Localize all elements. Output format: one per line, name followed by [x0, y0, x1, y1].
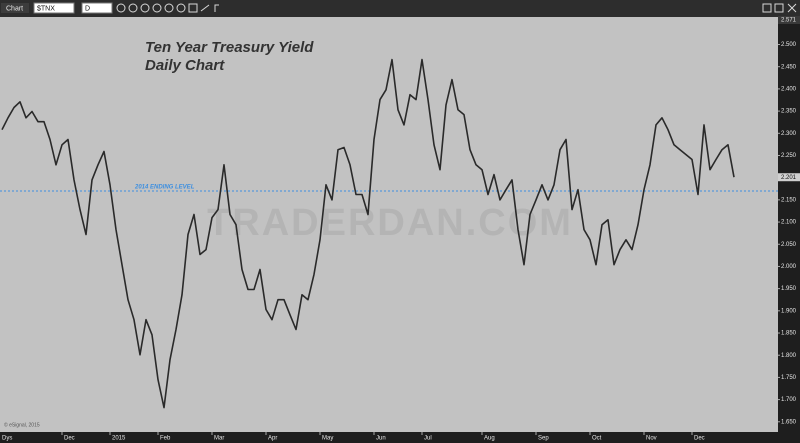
- interval-input[interactable]: [81, 2, 113, 14]
- y-tick-label: 2.300: [781, 131, 797, 137]
- plot-area: [0, 17, 778, 432]
- x-axis-panel: [0, 432, 800, 443]
- last-value-label: 2.201: [781, 175, 797, 181]
- window-button[interactable]: [774, 3, 784, 13]
- x-tick-label: Sep: [538, 436, 549, 442]
- x-tick-label: Oct: [592, 436, 602, 442]
- window-label: Chart: [6, 5, 23, 12]
- price-line: [1, 58, 735, 409]
- reference-label: 2014 ENDING LEVEL: [134, 185, 195, 191]
- icon[interactable]: [128, 3, 138, 13]
- x-tick-label: Aug: [484, 436, 495, 442]
- y-tick-label: 1.950: [781, 286, 797, 292]
- window-button[interactable]: [762, 3, 772, 13]
- y-tick-label: 2.000: [781, 264, 797, 270]
- window-close[interactable]: [787, 3, 797, 13]
- chart-title: Ten Year Treasury Yield: [145, 39, 314, 56]
- y-max-marker: [778, 16, 800, 24]
- watermark: TRADERDAN.COM: [207, 202, 573, 244]
- y-tick-label: 1.750: [781, 375, 797, 381]
- window-tab[interactable]: [1, 3, 29, 13]
- icon[interactable]: [164, 3, 174, 13]
- x-tick-label: 2015: [112, 436, 126, 442]
- y-tick-label: 2.150: [781, 197, 797, 203]
- icon[interactable]: [116, 3, 126, 13]
- y-tick-label: 2.050: [781, 242, 797, 248]
- y-tick-label: 2.400: [781, 86, 797, 92]
- icon[interactable]: [176, 3, 186, 13]
- x-tick-label: Mar: [214, 436, 224, 442]
- chart-subtitle: Daily Chart: [145, 57, 225, 74]
- icon[interactable]: [152, 3, 162, 13]
- y-tick-label: 1.850: [781, 331, 797, 337]
- icon[interactable]: [214, 4, 219, 12]
- x-tick-label: Apr: [268, 436, 277, 442]
- icon[interactable]: [188, 3, 198, 13]
- x-tick-label: Nov: [646, 436, 657, 442]
- x-tick-label: Jun: [376, 436, 386, 442]
- y-tick-label: 1.900: [781, 308, 797, 314]
- x-tick-label: Feb: [160, 436, 171, 442]
- x-axis-corner: Dys: [2, 436, 12, 442]
- symbol-text: $TNX: [37, 5, 55, 12]
- y-tick-label: 2.500: [781, 42, 797, 48]
- y-max-label: 2.571: [781, 18, 797, 24]
- x-tick-label: Jul: [424, 436, 432, 442]
- x-tick-label: Dec: [64, 436, 75, 442]
- y-tick-label: 2.350: [781, 109, 797, 115]
- icon[interactable]: [200, 4, 210, 12]
- y-tick-label: 1.700: [781, 397, 797, 403]
- x-tick-label: Dec: [694, 436, 705, 442]
- y-tick-label: 2.250: [781, 153, 797, 159]
- toolbar-icons: [116, 3, 797, 13]
- last-value-marker: [778, 173, 800, 182]
- toolbar: [0, 0, 800, 17]
- icon[interactable]: [140, 3, 150, 13]
- y-axis-panel: [778, 17, 800, 432]
- interval-text: D: [85, 5, 90, 12]
- x-tick-label: May: [322, 436, 333, 442]
- symbol-input[interactable]: [33, 2, 75, 14]
- y-tick-label: 1.800: [781, 353, 797, 359]
- y-tick-label: 2.100: [781, 220, 797, 226]
- copyright: © eSignal, 2015: [4, 421, 40, 428]
- y-tick-label: 2.450: [781, 64, 797, 70]
- y-tick-label: 1.650: [781, 419, 797, 425]
